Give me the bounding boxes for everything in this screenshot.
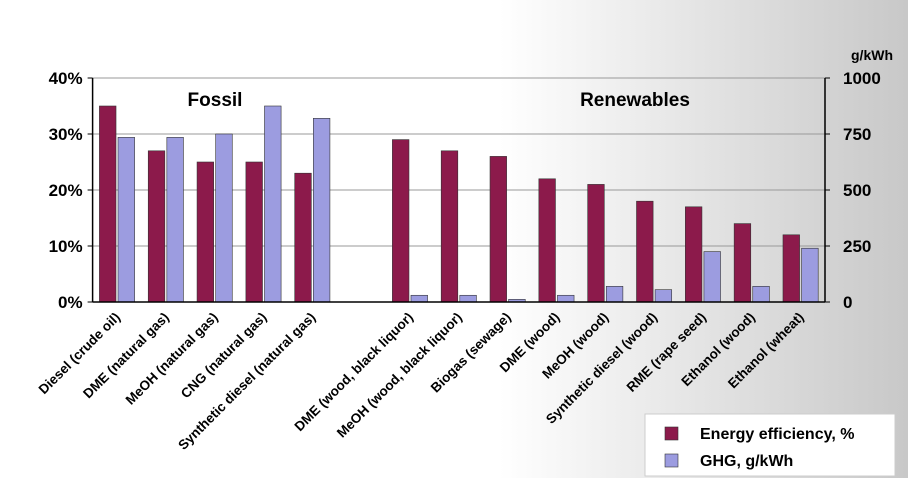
bar <box>99 105 117 303</box>
y2-tick-label: 500 <box>843 181 871 200</box>
legend-box <box>644 413 896 477</box>
bar <box>685 206 703 303</box>
bar <box>605 286 624 303</box>
bar <box>215 133 233 303</box>
bar <box>587 184 605 303</box>
bar <box>782 234 800 303</box>
bar <box>440 150 459 303</box>
y-tick-label: 20% <box>49 181 83 200</box>
y2-tick-label: 250 <box>843 237 871 256</box>
bar <box>166 137 184 303</box>
y-tick-label: 30% <box>49 125 83 144</box>
bar <box>654 289 673 303</box>
bar <box>752 286 770 303</box>
bar <box>636 200 654 303</box>
bar <box>801 247 819 303</box>
bar <box>264 105 282 303</box>
y2-axis-label: g/kWh <box>851 47 893 63</box>
bar <box>245 161 263 303</box>
bar <box>117 137 135 303</box>
bar <box>294 172 312 303</box>
legend-label: GHG, g/kWh <box>700 453 793 470</box>
y2-tick-label: 1000 <box>843 69 881 88</box>
y-tick-label: 40% <box>49 69 83 88</box>
bar <box>196 161 214 303</box>
bar <box>733 223 752 303</box>
y2-tick-label: 0 <box>843 293 852 312</box>
y-tick-label: 10% <box>49 237 83 256</box>
bar <box>538 178 556 303</box>
bar <box>392 139 410 303</box>
bar <box>410 294 428 303</box>
annotation: Renewables <box>580 90 690 111</box>
y-tick-label: 0% <box>58 293 83 312</box>
y2-tick-label: 750 <box>843 125 871 144</box>
legend-swatch <box>664 426 679 441</box>
bar <box>459 294 477 303</box>
legend-swatch <box>664 453 679 468</box>
annotation: Fossil <box>188 90 243 111</box>
legend: Energy efficiency, % GHG, g/kWh <box>644 413 896 477</box>
bar <box>313 118 331 303</box>
bar <box>147 150 166 303</box>
bar <box>703 251 721 303</box>
bar <box>557 294 575 303</box>
legend-label: Energy efficiency, % <box>700 426 854 443</box>
bar <box>489 156 507 303</box>
